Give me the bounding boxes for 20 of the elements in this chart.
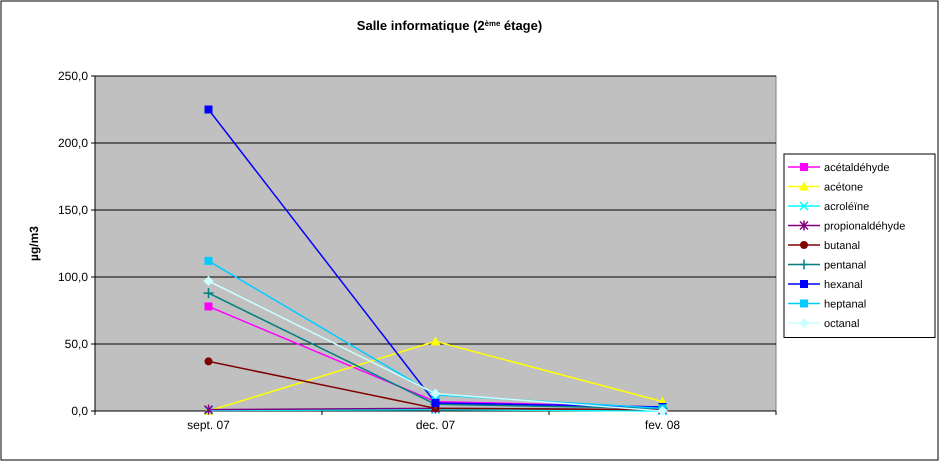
y-tick-label: 250,0 [58, 69, 88, 84]
x-tick-label: dec. 07 [416, 418, 456, 432]
y-tick-label: 0,0 [71, 404, 88, 418]
y-tick-label: 100,0 [58, 270, 88, 284]
y-axis-title: µg/m3 [27, 226, 41, 261]
y-tick-label: 200,0 [58, 136, 88, 150]
legend-label: acétaldéhyde [824, 162, 890, 174]
y-tick-label: 150,0 [58, 203, 88, 218]
legend-label: hexanal [824, 278, 863, 291]
y-tick-label: 50,0 [64, 337, 88, 352]
legend-label: heptanal [824, 298, 866, 310]
legend-label: acroléïne [824, 200, 870, 213]
x-tick-label: sept. 07 [187, 418, 230, 432]
legend-label: propionaldéhyde [824, 220, 906, 232]
legend-label: pentanal [824, 259, 866, 272]
legend-label: octanal [824, 318, 860, 330]
x-tick-label: fev. 08 [644, 418, 680, 432]
legend-label: acétone [824, 181, 864, 194]
chart-title: Salle informatique (2$^{ème}$ étage) [356, 18, 542, 33]
legend-label: butanal [824, 240, 860, 252]
